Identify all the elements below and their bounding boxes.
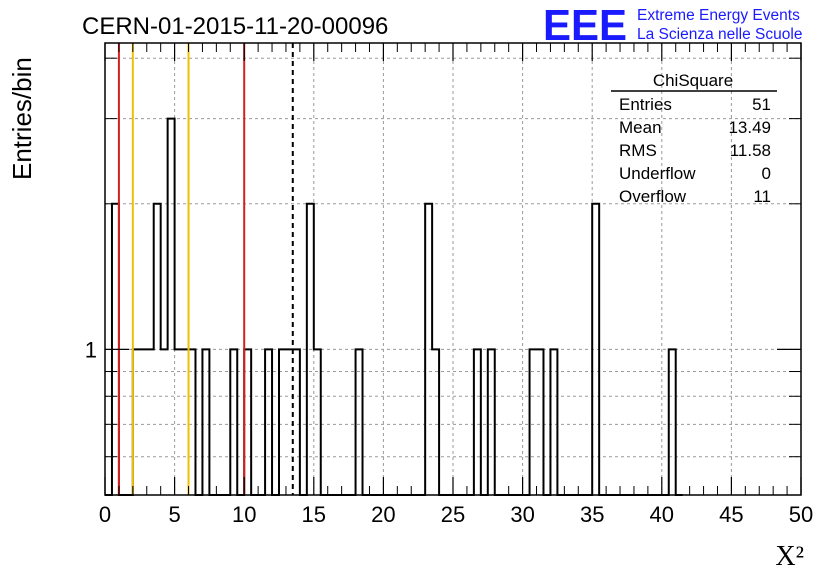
stats-row-value: 13.49 (728, 118, 771, 137)
logo-line-2: La Scienza nelle Scuole (637, 26, 802, 43)
x-tick-label: 30 (510, 502, 534, 527)
logo-line-1: Extreme Energy Events (637, 7, 800, 24)
reference-lines (117, 43, 294, 495)
stats-row-value: 11 (753, 187, 771, 206)
histogram-bars (105, 117, 683, 496)
y-tick-label: 1 (85, 337, 97, 362)
stats-row-value: 0 (762, 164, 771, 183)
x-tick-label: 40 (650, 502, 674, 527)
x-tick-label: 20 (371, 502, 395, 527)
axes (104, 42, 802, 496)
stats-box: ChiSquare Entries 51 Mean 13.49 RMS 11.58 Unde… (611, 71, 777, 206)
x-tick-label: 45 (719, 502, 743, 527)
x-axis-label: X² (775, 541, 804, 572)
logo-text: EEE (543, 1, 627, 50)
histogram-bin (168, 119, 175, 495)
stats-row-label: Entries (619, 95, 672, 114)
stats-row-label: RMS (619, 141, 657, 160)
stats-row-value: 51 (752, 95, 771, 114)
stats-row-label: Overflow (619, 187, 687, 206)
x-tick-label: 50 (789, 502, 813, 527)
x-tick-label: 0 (99, 502, 111, 527)
run-title: CERN-01-2015-11-20-00096 (82, 13, 388, 40)
histogram-outline (105, 117, 683, 496)
stats-row-label: Underflow (619, 164, 696, 183)
x-tick-label: 25 (441, 502, 465, 527)
stats-row-value: 11.58 (730, 141, 771, 160)
x-tick-label: 35 (580, 502, 604, 527)
eee-logo: EEE Extreme Energy Events La Scienza nel… (543, 1, 802, 50)
tick-labels: 10 5 10 15 20 25 30 35 40 45 50 (85, 337, 813, 527)
stats-row-label: Mean (619, 118, 662, 137)
x-tick-label: 10 (232, 502, 256, 527)
x-tick-label: 15 (302, 502, 326, 527)
y-axis-label: Entries/bin (7, 57, 37, 180)
x-tick-label: 5 (168, 502, 180, 527)
stats-title: ChiSquare (653, 71, 733, 90)
plot-frame (104, 42, 802, 496)
